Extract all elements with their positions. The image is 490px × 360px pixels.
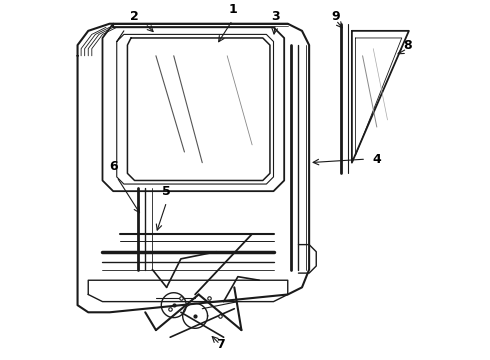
- Text: 6: 6: [109, 160, 118, 173]
- Text: 8: 8: [403, 39, 412, 51]
- Text: 2: 2: [130, 10, 139, 23]
- Text: 7: 7: [216, 338, 224, 351]
- Text: 9: 9: [332, 10, 340, 23]
- Text: 1: 1: [228, 3, 237, 16]
- Text: 5: 5: [162, 185, 171, 198]
- Text: 4: 4: [372, 153, 381, 166]
- Text: 3: 3: [271, 10, 280, 23]
